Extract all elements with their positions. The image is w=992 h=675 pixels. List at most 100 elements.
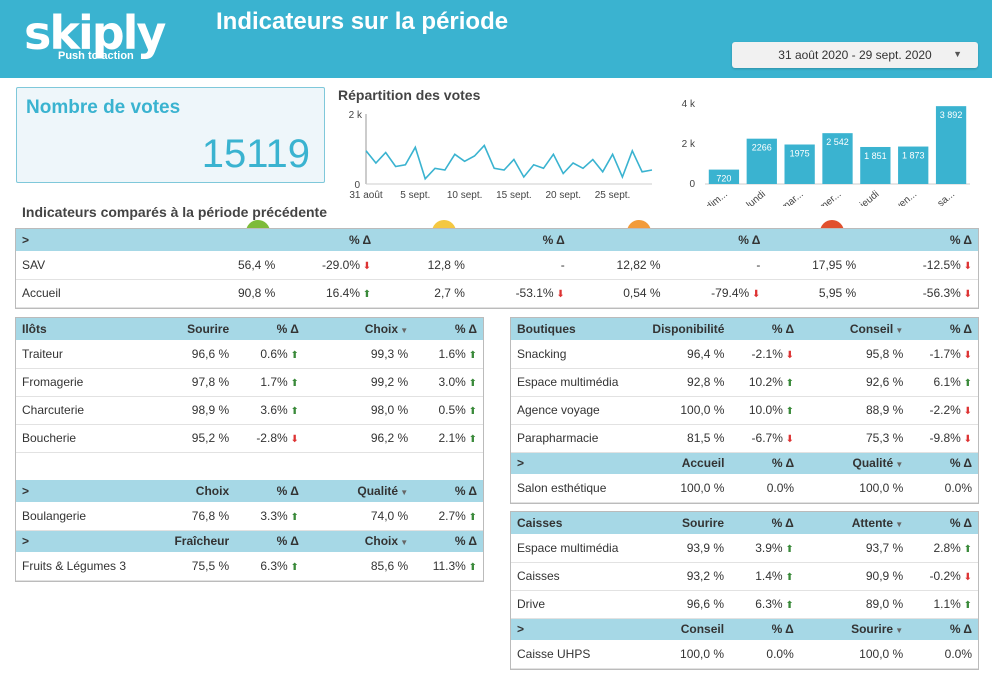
column-header[interactable]: > bbox=[16, 480, 156, 502]
column-header[interactable]: % Δ bbox=[414, 318, 483, 340]
value-cell: 93,2 % bbox=[640, 562, 731, 591]
table-row: Espace multimédia 93,9 % 3.9% ⬆ 93,7 % 2.8% … bbox=[511, 534, 978, 563]
column-header[interactable]: > bbox=[16, 530, 156, 552]
column-header[interactable]: Conseil bbox=[640, 618, 731, 640]
column-header[interactable]: % Δ bbox=[909, 618, 978, 640]
table-row: Traiteur 96,6 % 0.6% ⬆ 99,3 % 1.6% ⬆ bbox=[16, 340, 483, 369]
value-cell: 98,9 % bbox=[155, 396, 236, 425]
arrow-up-icon: ⬆ bbox=[960, 543, 972, 555]
row-label: Caisses bbox=[511, 562, 641, 591]
bar-value-label: 1975 bbox=[790, 149, 810, 159]
comparison-header-delta[interactable]: % Δ bbox=[470, 229, 571, 251]
arrow-up-icon: ⬆ bbox=[465, 378, 477, 389]
column-header[interactable]: Sourire bbox=[155, 318, 236, 340]
column-header[interactable]: Sourire bbox=[640, 512, 731, 534]
value-cell: 1.1% ⬆ bbox=[909, 590, 978, 619]
table-row: Espace multimédia 92,8 % 10.2% ⬆ 92,6 % 6.1%… bbox=[511, 368, 978, 397]
arrow-up-icon: ⬆ bbox=[960, 600, 972, 611]
row-label: Drive bbox=[511, 590, 641, 619]
column-header[interactable]: % Δ bbox=[414, 530, 483, 552]
comparison-header-delta[interactable]: % Δ bbox=[666, 229, 767, 251]
table-row: Fromagerie 97,8 % 1.7% ⬆ 99,2 % 3.0% ⬆ bbox=[16, 368, 483, 397]
column-header[interactable]: Choix ▼ bbox=[304, 318, 415, 340]
value-cell: 3.3% ⬆ bbox=[235, 502, 305, 531]
value-cell: 12,8 % bbox=[377, 251, 471, 280]
column-header[interactable]: Disponibilité bbox=[640, 318, 731, 340]
value-cell: 0.0% bbox=[730, 474, 801, 503]
column-header[interactable]: Accueil bbox=[640, 452, 731, 474]
column-header[interactable]: % Δ bbox=[730, 512, 800, 534]
y-tick-label: 0 bbox=[689, 179, 695, 190]
value-cell: 100,0 % bbox=[640, 396, 731, 425]
comparison-header-first[interactable]: > bbox=[16, 229, 116, 251]
comparison-header-delta[interactable]: % Δ bbox=[281, 229, 378, 251]
votes-count-label: Nombre de votes bbox=[26, 97, 181, 118]
delta-cell: -29.0% ⬇ bbox=[281, 251, 378, 280]
column-header[interactable]: Conseil ▼ bbox=[800, 318, 910, 340]
column-header[interactable]: % Δ bbox=[909, 318, 978, 340]
column-header[interactable]: % Δ bbox=[909, 452, 978, 474]
bar bbox=[860, 146, 891, 184]
column-header[interactable]: % Δ bbox=[730, 618, 800, 640]
column-header[interactable]: Qualité ▼ bbox=[304, 480, 415, 502]
bar-value-label: 1 873 bbox=[902, 151, 925, 161]
arrow-up-icon: ⬆ bbox=[465, 349, 477, 361]
value-cell: 10.2% ⬆ bbox=[730, 368, 801, 397]
row-label: Traiteur bbox=[16, 340, 156, 369]
y-tick-label: 0 bbox=[354, 180, 360, 191]
value-cell: 74,0 % bbox=[304, 502, 415, 531]
arrow-down-icon: ⬇ bbox=[960, 349, 972, 361]
delta-cell: - bbox=[470, 251, 571, 280]
column-header[interactable]: % Δ bbox=[414, 480, 483, 502]
table-row: Boulangerie 76,8 % 3.3% ⬆ 74,0 % 2.7% ⬆ bbox=[16, 502, 483, 531]
column-header[interactable]: > bbox=[511, 452, 641, 474]
value-cell: 95,8 % bbox=[800, 340, 910, 369]
y-tick-label: 4 k bbox=[682, 99, 696, 110]
value-cell: 1.7% ⬆ bbox=[235, 368, 305, 397]
sort-caret-icon: ▼ bbox=[893, 626, 904, 636]
value-cell: 96,4 % bbox=[640, 340, 731, 369]
delta-cell: -56.3% ⬇ bbox=[862, 279, 978, 308]
column-header[interactable]: % Δ bbox=[730, 452, 801, 474]
value-cell: 56,4 % bbox=[115, 251, 282, 280]
column-header[interactable]: % Δ bbox=[235, 318, 305, 340]
arrow-down-icon: ⬇ bbox=[960, 260, 972, 272]
column-header[interactable]: Ilôts bbox=[16, 318, 156, 340]
column-header[interactable]: % Δ bbox=[730, 318, 801, 340]
value-cell: 95,2 % bbox=[155, 424, 236, 453]
value-cell: 96,6 % bbox=[155, 340, 236, 369]
arrow-down-icon: ⬇ bbox=[960, 289, 972, 300]
value-cell: 89,0 % bbox=[799, 590, 910, 619]
column-header[interactable]: Qualité ▼ bbox=[800, 452, 910, 474]
column-header[interactable]: Choix bbox=[155, 480, 236, 502]
value-cell: 6.3% ⬆ bbox=[730, 590, 800, 619]
column-header[interactable]: % Δ bbox=[235, 480, 305, 502]
row-label: Espace multimédia bbox=[511, 534, 641, 563]
arrow-down-icon: ⬇ bbox=[960, 572, 972, 583]
column-header[interactable]: Fraîcheur bbox=[155, 530, 236, 552]
x-tick-label: dim... bbox=[704, 189, 730, 206]
column-header[interactable]: Attente ▼ bbox=[799, 512, 910, 534]
column-header[interactable]: Choix ▼ bbox=[304, 530, 415, 552]
table-row: Agence voyage 100,0 % 10.0% ⬆ 88,9 % -2.2% ⬇ bbox=[511, 396, 978, 425]
value-cell: 3.0% ⬆ bbox=[414, 368, 483, 397]
bar bbox=[708, 169, 740, 184]
value-cell: 1.4% ⬆ bbox=[730, 562, 800, 591]
logo-tagline: Push to action bbox=[58, 50, 134, 62]
column-header[interactable]: > bbox=[511, 618, 641, 640]
table-row: Boucherie 95,2 % -2.8% ⬇ 96,2 % 2.1% ⬆ bbox=[16, 424, 483, 453]
value-cell: 3.9% ⬆ bbox=[730, 534, 800, 563]
row-label: Fruits & Légumes 3 bbox=[16, 552, 156, 581]
arrow-up-icon: ⬆ bbox=[782, 406, 795, 417]
value-cell: 0.0% bbox=[909, 640, 978, 669]
column-header[interactable]: Sourire ▼ bbox=[799, 618, 910, 640]
column-header[interactable]: Caisses bbox=[511, 512, 641, 534]
comparison-header-delta[interactable]: % Δ bbox=[862, 229, 978, 251]
value-cell: 99,2 % bbox=[304, 368, 415, 397]
date-range-select[interactable]: 31 août 2020 - 29 sept. 2020 ▼ bbox=[732, 42, 978, 68]
sort-caret-icon: ▼ bbox=[893, 460, 904, 470]
x-tick-label: 20 sept. bbox=[545, 190, 581, 201]
column-header[interactable]: Boutiques bbox=[511, 318, 641, 340]
column-header[interactable]: % Δ bbox=[235, 530, 305, 552]
column-header[interactable]: % Δ bbox=[909, 512, 978, 534]
